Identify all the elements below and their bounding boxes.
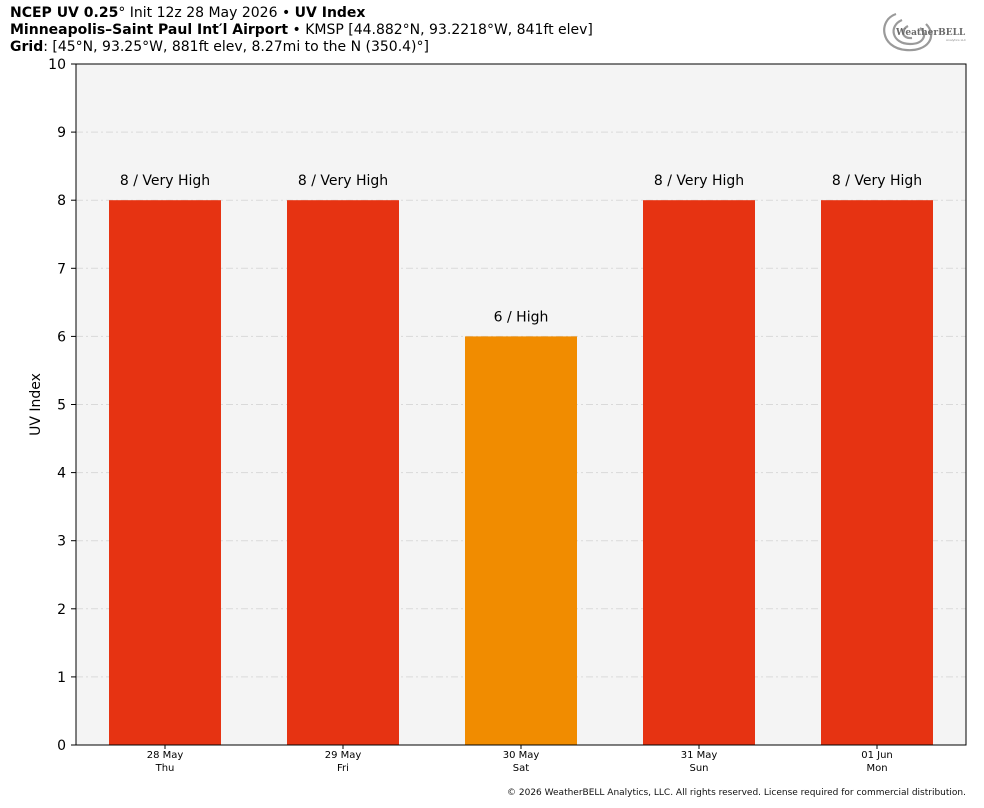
y-tick-label-8: 8 [57, 193, 66, 209]
y-tick-label-6: 6 [57, 329, 66, 345]
x-tick-date-1: 29 May [325, 750, 362, 761]
y-tick-label-7: 7 [57, 261, 66, 277]
y-tick-label-5: 5 [57, 398, 66, 414]
header-line-model: NCEP UV 0.25° Init 12z 28 May 2026 • UV … [10, 5, 593, 22]
init-time: Init 12z 28 May 2026 • [125, 5, 295, 21]
x-tick-day-2: Sat [513, 763, 529, 774]
x-tick-day-0: Thu [155, 763, 175, 774]
plot-frame [75, 63, 967, 746]
grid-label: Grid [10, 39, 44, 55]
chart-header: NCEP UV 0.25° Init 12z 28 May 2026 • UV … [10, 5, 593, 56]
station-name: Minneapolis–Saint Paul Int′l Airport [10, 22, 289, 38]
x-tick-date-0: 28 May [147, 750, 184, 761]
bar-label-2: 6 / High [494, 309, 549, 325]
logo-subtext: Analytics LLC [946, 38, 966, 42]
y-axis-label: UV Index [28, 373, 44, 436]
weatherbell-logo: WeatherBELL Analytics LLC [883, 12, 966, 52]
model-degree: ° [118, 5, 126, 21]
y-tick-label-0: 0 [57, 738, 66, 754]
header-line-station: Minneapolis–Saint Paul Int′l Airport • K… [10, 22, 593, 39]
bar-0 [109, 200, 221, 745]
y-axis-ticks: 0 1 2 3 4 5 6 7 8 9 10 [48, 57, 76, 754]
x-tick-date-4: 01 Jun [861, 750, 893, 761]
bar-label-3: 8 / Very High [654, 173, 744, 189]
header-line-grid: Grid: [45°N, 93.25°W, 881ft elev, 8.27mi… [10, 39, 593, 56]
bar-1 [287, 200, 399, 745]
logo-text: WeatherBELL [895, 28, 966, 38]
bar-3 [643, 200, 755, 745]
y-tick-label-2: 2 [57, 602, 66, 618]
bar-label-0: 8 / Very High [120, 173, 210, 189]
y-tick-label-4: 4 [57, 466, 66, 482]
y-tick-label-9: 9 [57, 125, 66, 141]
y-tick-label-10: 10 [48, 57, 66, 73]
bar-label-1: 8 / Very High [298, 173, 388, 189]
y-tick-label-1: 1 [57, 670, 66, 686]
model-name: NCEP UV 0.25 [10, 5, 119, 21]
bars [109, 200, 933, 745]
copyright-notice: © 2026 WeatherBELL Analytics, LLC. All r… [507, 788, 966, 798]
x-tick-day-1: Fri [337, 763, 349, 774]
bar-4 [821, 200, 933, 745]
x-axis-ticks: 28 May Thu 29 May Fri 30 May Sat 31 May Sun 01 J… [147, 745, 893, 774]
bar-2 [465, 336, 577, 745]
grid-info: : [45°N, 93.25°W, 881ft elev, 8.27mi to … [43, 39, 429, 55]
x-tick-date-3: 31 May [681, 750, 718, 761]
x-tick-day-4: Mon [866, 763, 887, 774]
bar-label-4: 8 / Very High [832, 173, 922, 189]
product-name: UV Index [294, 5, 366, 21]
x-tick-day-3: Sun [689, 763, 708, 774]
y-tick-label-3: 3 [57, 534, 66, 550]
station-info: • KMSP [44.882°N, 93.2218°W, 841ft elev] [288, 22, 593, 38]
x-tick-date-2: 30 May [503, 750, 540, 761]
bar-labels: 8 / Very High 8 / Very High 6 / High 8 / Ve… [120, 173, 922, 325]
